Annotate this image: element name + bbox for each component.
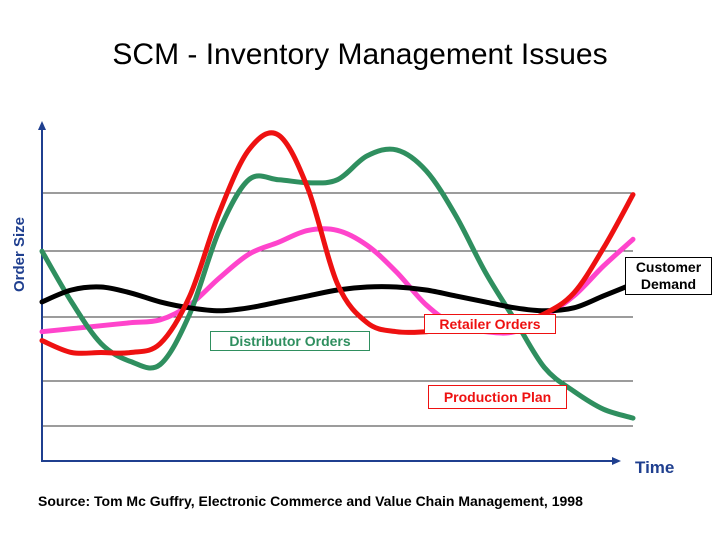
series-line-customer-demand [39,281,636,314]
y-axis-arrow [38,121,46,130]
label-retailer-orders: Retailer Orders [424,314,556,334]
source-note: Source: Tom Mc Guffry, Electronic Commer… [38,493,583,509]
x-axis-arrow [612,457,621,465]
y-axis-label: Order Size [11,216,28,292]
label-distributor-orders: Distributor Orders [210,331,370,351]
series-layer [39,130,636,421]
axes [38,121,621,465]
label-production-plan: Production Plan [428,385,567,409]
chart-title: SCM - Inventory Management Issues [112,38,608,71]
series-line-distributor-orders [39,146,636,421]
label-customer-demand: Customer Demand [625,257,712,295]
x-axis-label: Time [635,458,675,477]
